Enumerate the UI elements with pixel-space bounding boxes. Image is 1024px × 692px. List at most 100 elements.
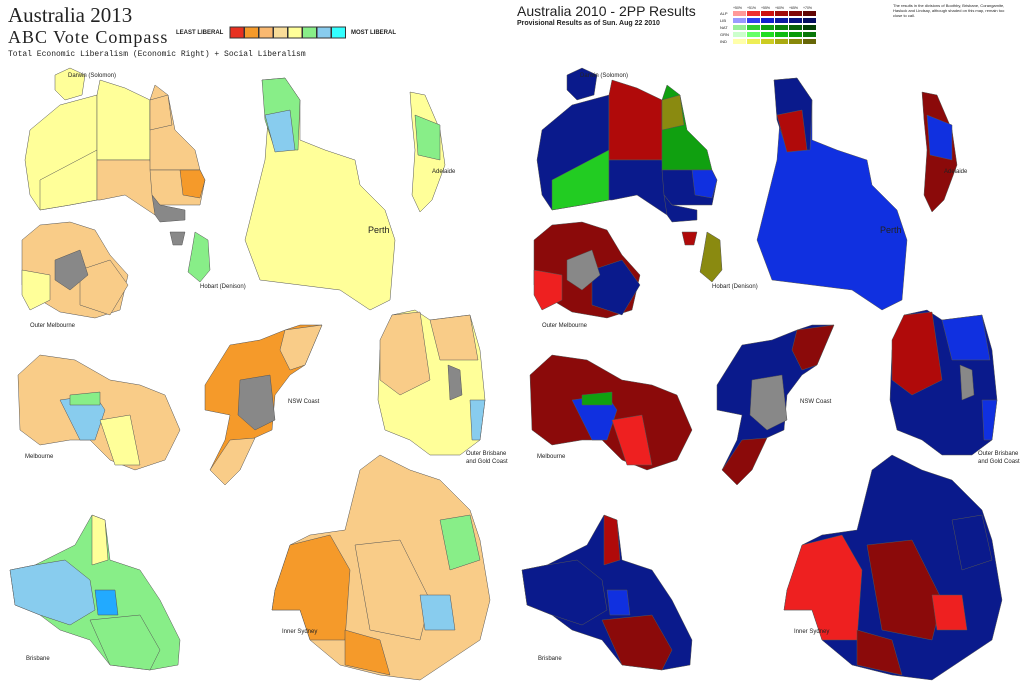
right-subtitle: Provisional Results as of Sun. Aug 22 20… [517, 20, 660, 27]
legend-swatch [803, 39, 816, 44]
legend-swatch [733, 39, 746, 44]
region [94, 589, 119, 616]
region [699, 231, 723, 283]
legend-swatch [229, 26, 245, 39]
region [447, 364, 463, 401]
region [931, 594, 968, 631]
region [21, 269, 51, 311]
region [891, 311, 943, 396]
region-label: Darwin (Solomon) [68, 73, 117, 79]
region [566, 67, 598, 101]
region [691, 169, 718, 199]
legend-swatch [803, 32, 816, 37]
region-label: Melbourne [537, 454, 566, 460]
region [681, 231, 698, 246]
region-label: NSW Coast [800, 399, 832, 405]
region [179, 169, 206, 199]
legend-swatch [244, 26, 259, 39]
legend-high-label: MOST LIBERAL [351, 30, 396, 36]
region [54, 67, 86, 101]
region [237, 374, 276, 431]
legend-swatch [273, 26, 288, 39]
region-label: Outer Brisbane and Gold Coast [466, 451, 508, 465]
legend-swatch [258, 26, 274, 39]
region [856, 629, 903, 676]
region [419, 594, 456, 631]
region [551, 149, 610, 211]
region [608, 79, 663, 161]
legend-swatch [803, 11, 816, 16]
region [96, 159, 156, 216]
legend-column: +60% [775, 6, 785, 10]
region [279, 324, 323, 371]
legend-swatch [331, 26, 346, 39]
region [439, 514, 481, 571]
region [608, 159, 668, 216]
legend-swatch [302, 26, 317, 39]
legend-swatch [733, 32, 746, 37]
region [91, 514, 109, 566]
region [603, 514, 621, 566]
legend-swatch [761, 11, 774, 16]
region [591, 259, 641, 316]
left-subtitle: ABC Vote Compass [8, 27, 169, 47]
region-label: Hobart (Denison) [200, 284, 246, 290]
region [414, 114, 441, 161]
region [521, 559, 608, 626]
left-caption: Total Economic Liberalism (Economic Righ… [8, 50, 306, 59]
right-note: The results in the divisions of Boothby,… [893, 3, 1005, 18]
region [783, 534, 863, 641]
legend-swatch [287, 26, 303, 39]
region-label: NSW Coast [288, 399, 320, 405]
region [721, 437, 768, 486]
legend-row: ALP [720, 11, 728, 16]
legend-swatch [789, 39, 802, 44]
legend-swatch [789, 18, 802, 23]
legend-low-label: LEAST LIBERAL [176, 30, 224, 36]
legend-column: +51% [747, 6, 757, 10]
legend-swatch [761, 39, 774, 44]
region-label: Perth [880, 225, 902, 235]
legend-swatch [747, 11, 760, 16]
region [981, 399, 998, 441]
region [776, 109, 808, 153]
region [429, 314, 479, 361]
legend-row: GRN [720, 32, 729, 37]
legend-swatch [789, 11, 802, 16]
region-label: Brisbane [538, 656, 562, 662]
region-label: Outer Melbourne [542, 323, 588, 329]
legend-swatch [761, 25, 774, 30]
region [187, 231, 211, 283]
legend-swatch [733, 18, 746, 23]
region [149, 94, 173, 131]
region [39, 149, 98, 211]
region [926, 114, 953, 161]
region-label: Inner Sydney [794, 629, 830, 635]
region-label: Inner Sydney [282, 629, 318, 635]
legend-swatch [761, 32, 774, 37]
region [566, 249, 601, 291]
region [601, 614, 673, 671]
legend-swatch [775, 25, 788, 30]
legend-swatch [747, 39, 760, 44]
region [663, 194, 698, 223]
legend-swatch [747, 18, 760, 23]
region [209, 437, 256, 486]
legend-swatch [803, 25, 816, 30]
region [69, 391, 101, 406]
region [379, 311, 431, 396]
region [271, 534, 351, 641]
region [264, 109, 296, 153]
region [951, 514, 993, 571]
legend-swatch [747, 25, 760, 30]
region [89, 614, 161, 671]
legend-swatch [775, 32, 788, 37]
region-label: Hobart (Denison) [712, 284, 758, 290]
region-label: Adelaide [432, 169, 456, 175]
legend-swatch [747, 32, 760, 37]
region-label: Perth [368, 225, 390, 235]
right-title: Australia 2010 - 2PP Results [517, 3, 696, 19]
region-label: Brisbane [26, 656, 50, 662]
legend-swatch [316, 26, 332, 39]
